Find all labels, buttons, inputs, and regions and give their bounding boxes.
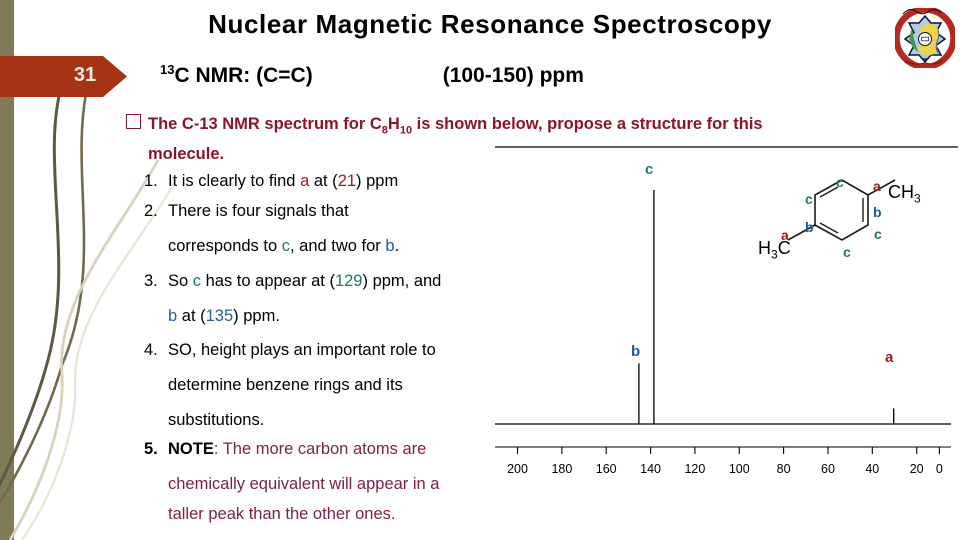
- svg-text:160: 160: [596, 462, 617, 476]
- svg-text:120: 120: [684, 462, 705, 476]
- svg-text:180: 180: [551, 462, 572, 476]
- svg-text:60: 60: [821, 462, 835, 476]
- svg-text:20: 20: [910, 462, 924, 476]
- svg-text:40: 40: [865, 462, 879, 476]
- svg-text:200: 200: [507, 462, 528, 476]
- svg-text:100: 100: [729, 462, 750, 476]
- svg-text:80: 80: [777, 462, 791, 476]
- svg-text:0: 0: [936, 462, 943, 476]
- svg-text:140: 140: [640, 462, 661, 476]
